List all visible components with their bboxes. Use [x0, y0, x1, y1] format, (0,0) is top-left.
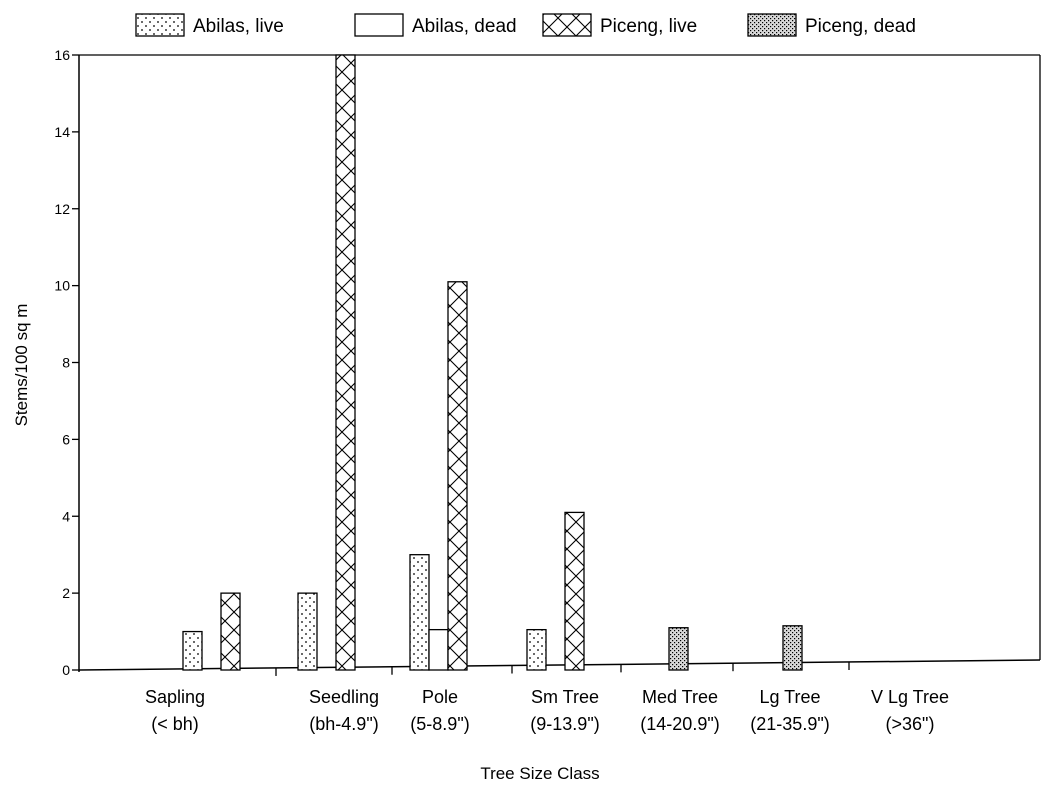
legend-swatch	[135, 13, 185, 37]
x-axis-title: Tree Size Class	[480, 764, 599, 783]
y-tick-label: 0	[62, 662, 70, 678]
y-tick-label: 4	[62, 508, 70, 524]
y-axis-title: Stems/100 sq m	[12, 304, 31, 427]
bar	[220, 592, 241, 671]
category-sublabel: (5-8.9")	[410, 714, 469, 734]
plot-frame	[78, 54, 1041, 672]
category-sublabel: (bh-4.9")	[309, 714, 378, 734]
y-tick-label: 14	[54, 124, 70, 140]
y-tick-label: 2	[62, 585, 70, 601]
bar	[409, 554, 430, 671]
y-tick-label: 6	[62, 431, 70, 447]
legend-entry: Abilas, live	[135, 13, 284, 37]
legend-swatch	[542, 13, 592, 37]
category-label: Seedling	[309, 687, 379, 707]
y-tick-label: 8	[62, 355, 70, 371]
bar	[782, 625, 803, 671]
y-tick-label: 12	[54, 201, 70, 217]
legend-label: Piceng, dead	[805, 16, 916, 37]
category-label: Sm Tree	[531, 687, 599, 707]
category-sublabel: (>36")	[886, 714, 935, 734]
legend-swatch	[354, 13, 404, 37]
y-tick-label: 16	[54, 47, 70, 63]
legend-entry: Abilas, dead	[354, 13, 517, 37]
category-label: Lg Tree	[759, 687, 820, 707]
bars	[182, 54, 803, 671]
y-tick-label: 10	[54, 278, 70, 294]
bar	[668, 627, 689, 671]
category-labels: Sapling (< bh) Seedling (bh-4.9") Pole (5-8.9…	[145, 687, 949, 734]
legend-label: Abilas, dead	[412, 16, 517, 37]
category-label: Med Tree	[642, 687, 718, 707]
bar	[335, 54, 356, 671]
category-label: Pole	[422, 687, 458, 707]
legend-label: Piceng, live	[600, 16, 697, 37]
category-label: V Lg Tree	[871, 687, 949, 707]
bar	[564, 511, 585, 671]
legend-swatch	[747, 13, 797, 37]
category-sublabel: (< bh)	[151, 714, 199, 734]
x-axis-ticks	[275, 661, 850, 676]
legend-entry: Piceng, live	[542, 13, 697, 37]
legend-entry: Piceng, dead	[747, 13, 916, 37]
bar	[447, 281, 468, 671]
category-sublabel: (9-13.9")	[530, 714, 599, 734]
legend: Abilas, live Abilas, dead Piceng, live Pice…	[135, 13, 916, 37]
bar	[526, 628, 547, 671]
bar	[428, 628, 449, 671]
bar	[182, 630, 203, 671]
y-axis-ticks: 0 2 4 6 8 10 12 14 16	[54, 47, 79, 678]
legend-label: Abilas, live	[193, 16, 284, 37]
bar	[297, 592, 318, 671]
category-label: Sapling	[145, 687, 205, 707]
category-sublabel: (14-20.9")	[640, 714, 719, 734]
category-sublabel: (21-35.9")	[750, 714, 829, 734]
